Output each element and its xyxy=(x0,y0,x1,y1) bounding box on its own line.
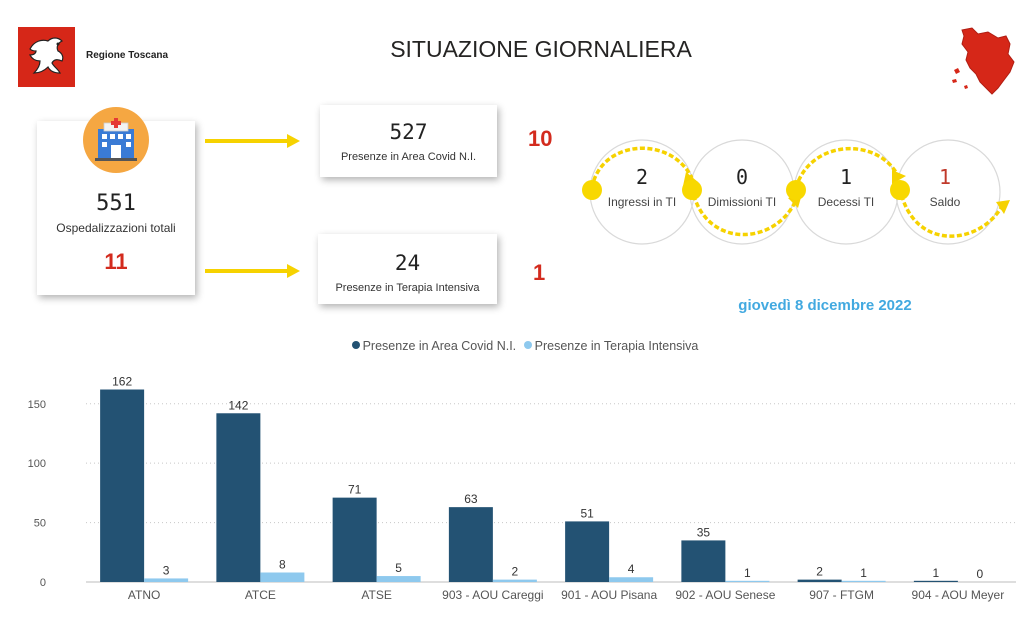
x-tick-label: 903 - AOU Careggi xyxy=(442,588,543,602)
y-tick-label: 50 xyxy=(34,518,46,530)
legend-label-intensive: Presenze in Terapia Intensiva xyxy=(534,339,699,353)
total-value: 551 xyxy=(96,191,136,216)
legend-item-intensive: Presenze in Terapia Intensiva xyxy=(523,339,699,353)
legend-item-covid: Presenze in Area Covid N.I. xyxy=(351,339,517,353)
y-tick-label: 0 xyxy=(40,577,46,589)
total-delta: 11 xyxy=(104,249,128,274)
covid-area-delta: 10 xyxy=(528,126,553,151)
x-tick-label: ATCE xyxy=(245,588,276,602)
total-label: Ospedalizzazioni totali xyxy=(56,221,176,235)
legend-dot-intensive xyxy=(523,341,532,349)
flow-decessi: 1 Decessi TI xyxy=(796,165,896,209)
data-label: 142 xyxy=(228,398,248,412)
icu-flow-diagram xyxy=(582,139,1010,245)
total-hospitalizations-card: 551 Ospedalizzazioni totali 11 xyxy=(37,121,195,295)
arrow-right-icon xyxy=(205,264,300,278)
covid-area-value: 527 xyxy=(389,120,428,144)
flow-decessi-value: 1 xyxy=(839,165,853,189)
brand-name: Regione Toscana xyxy=(86,50,169,61)
data-label: 71 xyxy=(348,483,362,497)
x-tick-label: 904 - AOU Meyer xyxy=(912,588,1005,602)
y-tick-label: 150 xyxy=(28,399,46,411)
data-label: 4 xyxy=(628,562,635,576)
intensive-care-delta: 1 xyxy=(533,260,546,285)
x-tick-label: ATSE xyxy=(361,588,391,602)
data-label: 51 xyxy=(580,506,594,520)
data-label: 2 xyxy=(512,565,519,579)
bar-intensive xyxy=(376,576,421,582)
legend-label-covid: Presenze in Area Covid N.I. xyxy=(362,339,517,353)
flow-decessi-label: Decessi TI xyxy=(817,195,875,209)
flow-dimissioni-value: 0 xyxy=(735,165,749,189)
covid-area-label: Presenze in Area Covid N.I. xyxy=(340,151,477,163)
x-tick-label: 901 - AOU Pisana xyxy=(561,588,657,602)
chart-legend: Presenze in Area Covid N.I. Presenze in … xyxy=(0,339,1032,353)
hospital-icon xyxy=(83,107,149,173)
bar-covid xyxy=(565,521,610,582)
data-label: 2 xyxy=(816,565,823,579)
bar-covid xyxy=(913,580,958,582)
bar-intensive xyxy=(609,577,654,582)
report-date: giovedì 8 dicembre 2022 xyxy=(738,297,912,314)
intensive-care-label: Presenze in Terapia Intensiva xyxy=(335,282,480,294)
bar-covid xyxy=(448,507,493,582)
tuscany-map-icon xyxy=(948,24,1020,96)
bar-intensive xyxy=(725,580,770,582)
flow-dimissioni-label: Dimissioni TI xyxy=(707,195,777,209)
y-tick-label: 100 xyxy=(28,458,46,470)
data-label: 5 xyxy=(395,561,402,575)
bar-intensive xyxy=(144,578,189,582)
x-tick-label: 907 - FTGM xyxy=(809,588,874,602)
region-logo-icon xyxy=(18,27,75,87)
flow-ingressi-value: 2 xyxy=(635,165,649,189)
arrow-right-icon xyxy=(205,134,300,148)
bar-intensive xyxy=(492,579,537,582)
bar-covid xyxy=(797,579,842,582)
data-label: 1 xyxy=(860,566,867,580)
flow-ingressi-label: Ingressi in TI xyxy=(607,195,677,209)
bar-covid xyxy=(216,413,261,582)
flow-saldo-value: 1 xyxy=(938,165,952,189)
data-label: 8 xyxy=(279,557,286,571)
data-label: 1 xyxy=(744,566,751,580)
legend-dot-covid xyxy=(351,341,360,349)
intensive-care-card: 24 Presenze in Terapia Intensiva xyxy=(318,234,497,304)
flow-saldo-label: Saldo xyxy=(929,195,961,209)
intensive-care-value: 24 xyxy=(394,251,421,275)
flow-saldo: 1 Saldo xyxy=(895,165,995,209)
data-label: 3 xyxy=(163,563,170,577)
data-label: 35 xyxy=(697,525,711,539)
x-tick-label: 902 - AOU Senese xyxy=(675,588,775,602)
bar-covid xyxy=(332,497,377,582)
bar-covid xyxy=(681,540,726,582)
data-label: 63 xyxy=(464,492,478,506)
x-tick-label: ATNO xyxy=(128,588,160,602)
bar-intensive xyxy=(260,572,305,582)
bar-intensive xyxy=(841,580,886,582)
data-label: 162 xyxy=(112,375,132,389)
data-label: 1 xyxy=(933,566,940,580)
flow-dimissioni: 0 Dimissioni TI xyxy=(692,165,792,209)
bar-covid xyxy=(100,389,145,582)
flow-ingressi: 2 Ingressi in TI xyxy=(592,165,692,209)
covid-area-card: 527 Presenze in Area Covid N.I. xyxy=(320,105,497,177)
page-title: SITUAZIONE GIORNALIERA xyxy=(390,36,692,62)
data-label: 0 xyxy=(977,567,984,581)
